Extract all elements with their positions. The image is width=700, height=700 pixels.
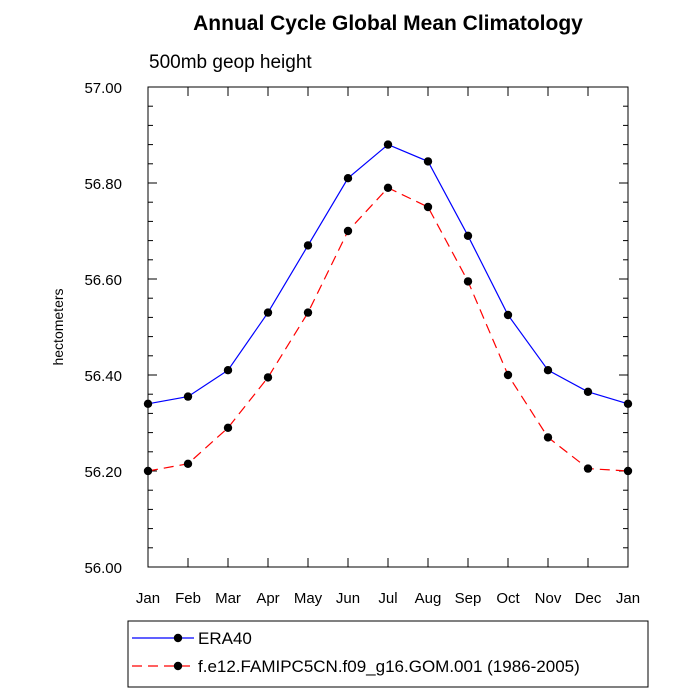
series-2-point bbox=[383, 183, 393, 192]
y-tick-label: 56.00 bbox=[84, 560, 122, 577]
x-tick-label: Oct bbox=[496, 590, 520, 607]
series-line-2 bbox=[147, 187, 629, 472]
series-2-point bbox=[223, 423, 233, 432]
x-tick-label: Mar bbox=[215, 590, 241, 607]
legend-marker-1 bbox=[173, 633, 183, 643]
x-tick-label: Dec bbox=[575, 590, 602, 607]
y-tick-labels: 56.00 56.20 56.40 56.60 56.80 57.00 bbox=[84, 80, 122, 577]
series-2-point bbox=[303, 308, 313, 317]
legend-box bbox=[127, 620, 649, 688]
x-tick-label: Jan bbox=[616, 590, 640, 607]
y-axis-label: hectometers bbox=[50, 288, 66, 365]
y-tick-label: 56.40 bbox=[84, 368, 122, 385]
series-2-point bbox=[183, 459, 193, 468]
y-tick-label: 56.20 bbox=[84, 464, 122, 481]
legend-label-2: f.e12.FAMIPC5CN.f09_g16.GOM.001 (1986-20… bbox=[198, 657, 580, 676]
series-2-point bbox=[503, 370, 513, 380]
x-tick-label: Jul bbox=[378, 590, 397, 607]
y-tick-label: 57.00 bbox=[84, 80, 122, 97]
y-tick-label: 56.80 bbox=[84, 176, 122, 193]
x-tick-label: Feb bbox=[175, 590, 201, 607]
series-2-point bbox=[543, 433, 553, 442]
series-2-point bbox=[343, 226, 353, 236]
series-1-point bbox=[263, 308, 273, 317]
series-2-point bbox=[583, 464, 593, 473]
series-2-point bbox=[463, 277, 473, 286]
series-1-point bbox=[343, 174, 353, 183]
series-1-point bbox=[383, 140, 393, 149]
series-1-point bbox=[463, 231, 473, 240]
axis-ticks bbox=[147, 86, 629, 568]
series-1-point bbox=[303, 241, 313, 250]
y-tick-label: 56.60 bbox=[84, 272, 122, 289]
chart-subtitle: 500mb geop height bbox=[149, 52, 312, 73]
series-1-point bbox=[423, 157, 433, 166]
legend: ERA40 f.e12.FAMIPC5CN.f09_g16.GOM.001 (19… bbox=[132, 629, 580, 676]
x-tick-label: Aug bbox=[415, 590, 442, 607]
x-tick-label: Jan bbox=[136, 590, 160, 607]
series-1-point bbox=[543, 366, 553, 375]
series-2-point bbox=[263, 373, 273, 382]
plot-frame bbox=[147, 86, 629, 568]
x-tick-label: Sep bbox=[455, 590, 482, 607]
x-tick-label: Jun bbox=[336, 590, 360, 607]
legend-label-1: ERA40 bbox=[198, 629, 252, 648]
legend-marker-2 bbox=[173, 661, 183, 671]
series-1-point bbox=[183, 392, 193, 401]
x-tick-labels: Jan Feb Mar Apr May Jun Jul Aug Sep Oct Nov Dec Jan bbox=[136, 590, 640, 607]
series-1-point bbox=[583, 387, 593, 396]
series-1-point bbox=[223, 366, 233, 375]
series-line-1 bbox=[147, 143, 629, 405]
x-tick-label: Apr bbox=[256, 590, 279, 607]
chart-title: Annual Cycle Global Mean Climatology bbox=[193, 12, 583, 35]
series-1-point bbox=[503, 310, 513, 320]
series-layer bbox=[143, 140, 633, 476]
x-tick-label: Nov bbox=[535, 590, 562, 607]
series-2-point bbox=[423, 202, 433, 212]
x-tick-label: May bbox=[294, 590, 323, 607]
